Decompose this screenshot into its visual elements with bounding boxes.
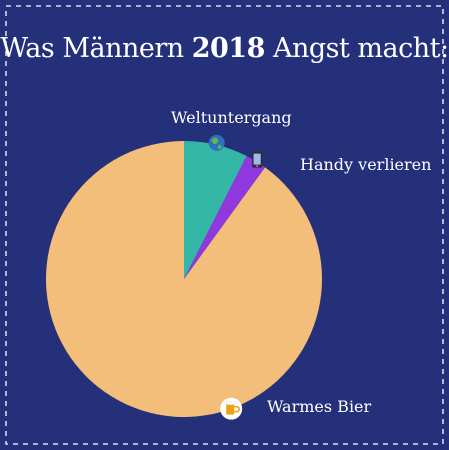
pie-slice-weltuntergang	[184, 141, 247, 279]
slice-label-weltuntergang: Weltuntergang	[171, 108, 292, 127]
beer-icon	[220, 397, 243, 420]
pie-slice-warmes-bier	[46, 141, 323, 417]
slice-label-handy-verlieren: Handy verlieren	[300, 155, 432, 174]
title-prefix: Was Männern	[0, 33, 192, 64]
slice-label-warmes-bier: Warmes Bier	[267, 397, 372, 416]
pie-slice-handy-verlieren	[184, 156, 266, 279]
chart-title: Was Männern 2018 Angst macht:	[0, 33, 449, 64]
pie-slices	[46, 141, 323, 417]
pie-icons	[208, 134, 263, 420]
title-suffix: Angst macht:	[264, 33, 449, 64]
title-year: 2018	[191, 33, 266, 64]
globe-icon	[208, 134, 225, 151]
phone-icon	[252, 151, 263, 168]
